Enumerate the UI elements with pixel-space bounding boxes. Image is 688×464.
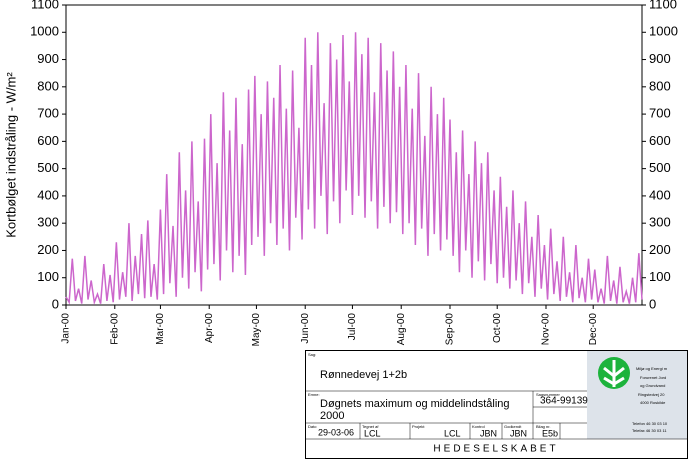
label: Dato (308, 424, 317, 429)
y2-tick-label: 500 (649, 160, 671, 175)
plot-frame (65, 4, 643, 306)
x-tick-label: Oct-00 (492, 313, 503, 343)
value: JBN (510, 428, 527, 438)
y2-tick-label: 0 (649, 296, 656, 311)
label: Bilag nr. (536, 424, 550, 429)
x-tick-label: Apr-00 (204, 313, 215, 343)
label: Godkendt (504, 424, 522, 429)
x-tick-label: Mar-00 (155, 313, 166, 345)
address: og Grundvand (640, 383, 665, 388)
y2-tick-label: 1000 (649, 24, 678, 39)
label: Sagsnummer (536, 392, 560, 397)
company: HEDESELSKABET (433, 444, 558, 455)
title-block: Sag: Rønnedevej 1+2b Emne: Døgnets maxim… (305, 350, 688, 459)
value: Døgnets maximum og middelindståling (320, 398, 510, 410)
y2-tick-label: 600 (649, 133, 671, 148)
label: Emne: (308, 392, 320, 397)
x-tick-label: Dec-00 (588, 313, 599, 346)
x-tick-label: Feb-00 (109, 313, 120, 345)
phone: Telefax 46 30 03 11 (632, 428, 667, 433)
label: Projekt (412, 424, 425, 429)
y-tick-label: 900 (37, 51, 59, 66)
value: Rønnedevej 1+2b (320, 369, 407, 381)
y-tick-label: 400 (37, 187, 59, 202)
x-tick-label: Sep-00 (445, 313, 456, 346)
y-tick-label: 1100 (31, 0, 59, 11)
line (65, 32, 643, 306)
x-tick-label: Jul-00 (347, 313, 358, 341)
y-tick-label: 800 (37, 78, 59, 93)
value: JBN (480, 428, 497, 438)
y-tick-label: 500 (37, 160, 59, 175)
label: Kontrol (472, 424, 485, 429)
phone: Telefon 46 30 03 10 (632, 421, 668, 426)
y-tick-label: 700 (37, 106, 59, 121)
value: LCL (444, 428, 461, 438)
y2-tick-label: 900 (649, 51, 671, 66)
y2-tick-label: 200 (649, 242, 671, 257)
y-tick-label: 100 (37, 269, 59, 284)
y-axis-label: Kortbølget indstråling - W/m² (3, 72, 18, 238)
address: Forurenet Jord (640, 375, 666, 380)
y-tick-label: 1000 (30, 24, 59, 39)
y-tick-label: 0 (52, 296, 59, 311)
y2-tick-label: 400 (649, 187, 671, 202)
y-tick-label: 300 (37, 215, 59, 230)
label: Tegnet af (362, 424, 379, 429)
value: 2000 (320, 410, 344, 422)
address: 4000 Roskilde (640, 400, 666, 405)
y-tick-label: 200 (37, 242, 59, 257)
x-tick-label: Nov-00 (541, 313, 552, 346)
value: LCL (364, 428, 381, 438)
x-tick-label: May-00 (251, 313, 262, 347)
value: E5b (542, 428, 558, 438)
x-tick-label: Aug-00 (396, 313, 407, 346)
x-tick-label: Jan-00 (61, 313, 72, 344)
y2-tick-label: 100 (649, 269, 671, 284)
y2-tick-label: 700 (649, 106, 671, 121)
y-tick-label: 600 (37, 133, 59, 148)
y2-tick-label: 300 (649, 215, 671, 230)
x-tick-label: Jun-00 (300, 313, 311, 344)
address: Miljø og Energi m (636, 366, 668, 371)
address: Ringstedvej 20 (638, 392, 665, 397)
value: 29-03-06 (318, 427, 354, 437)
y2-tick-label: 800 (649, 78, 671, 93)
y2-tick-label: 1100 (649, 0, 677, 11)
value: 364-99139 (540, 396, 588, 407)
label: Sag: (308, 352, 316, 357)
